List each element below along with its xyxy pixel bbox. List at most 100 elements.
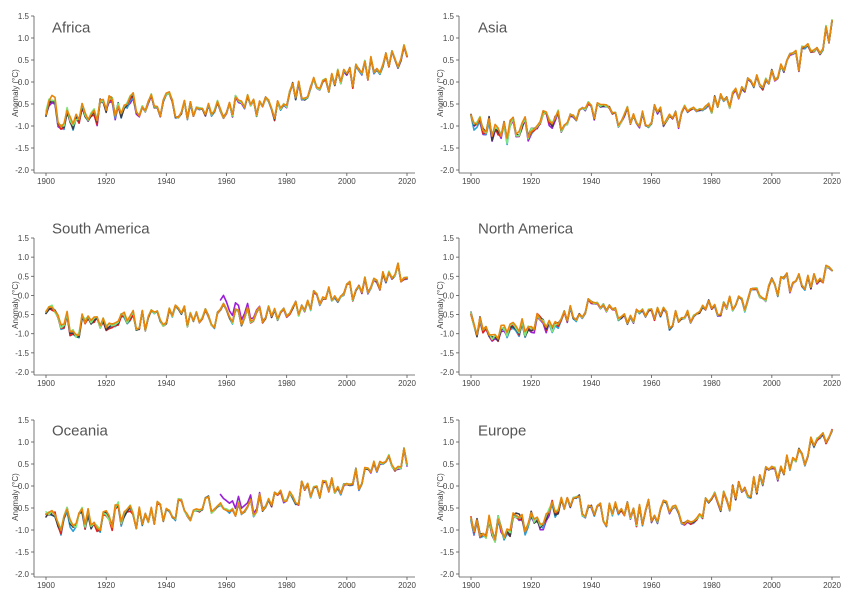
y-tick-label: 0.0 <box>443 482 455 491</box>
y-tick-label: -0.5 <box>15 311 29 320</box>
y-tick-label: 1.5 <box>443 234 455 243</box>
x-tick-label: 1960 <box>218 581 236 590</box>
x-tick-label: 1980 <box>278 379 296 388</box>
series-line-1 <box>45 448 408 536</box>
x-tick-label: 1960 <box>218 177 236 186</box>
y-axis-label: Anomaly (°C) <box>11 281 20 329</box>
y-tick-label: -2.0 <box>440 570 454 579</box>
x-tick-label: 1960 <box>218 379 236 388</box>
y-tick-label: 1.5 <box>443 416 455 425</box>
y-tick-label: -1.5 <box>440 144 454 153</box>
chart-panel-4: Oceania -2.0 -1.5 -1.0 -0.5 0.0 0.5 1.0 1.5 1900 1… <box>11 416 416 590</box>
x-tick-label: 1940 <box>582 581 600 590</box>
x-tick-label: 2020 <box>398 379 416 388</box>
y-tick-label: -1.0 <box>15 526 29 535</box>
x-tick-label: 1920 <box>522 177 540 186</box>
y-tick-label: -0.5 <box>440 311 454 320</box>
x-tick-label: 2000 <box>338 581 356 590</box>
y-axis-label: Anomaly (°C) <box>436 281 445 329</box>
y-tick-label: -0.5 <box>440 504 454 513</box>
x-tick-label: 1920 <box>97 581 115 590</box>
x-tick-label: 1900 <box>462 379 480 388</box>
y-tick-label: 1.0 <box>443 253 455 262</box>
chart-panel-0: Africa -2.0 -1.5 -1.0 -0.5 0.0 0.5 1.0 1.5 1900 19… <box>11 12 416 186</box>
x-tick-label: 1980 <box>703 177 721 186</box>
y-tick-label: 0.0 <box>443 291 455 300</box>
chart-panel-1: Asia -2.0 -1.5 -1.0 -0.5 0.0 0.5 1.0 1.5 1900 1920… <box>436 12 841 186</box>
x-tick-label: 1980 <box>703 581 721 590</box>
panel-title: North America <box>478 220 574 237</box>
y-tick-label: 0.5 <box>18 460 30 469</box>
series-line-5 <box>45 44 408 128</box>
series-line-2 <box>45 45 408 130</box>
y-tick-label: -1.0 <box>15 330 29 339</box>
y-tick-label: -0.5 <box>15 504 29 513</box>
y-tick-label: -2.0 <box>15 166 29 175</box>
y-tick-label: -1.5 <box>15 349 29 358</box>
y-tick-label: 1.5 <box>18 234 30 243</box>
series-line-5 <box>45 447 408 532</box>
x-tick-label: 1940 <box>157 177 175 186</box>
y-tick-label: -0.5 <box>15 100 29 109</box>
y-tick-label: 0.5 <box>443 272 455 281</box>
series-line-5 <box>470 429 833 541</box>
series-line-5 <box>45 262 408 337</box>
x-tick-label: 2020 <box>823 379 841 388</box>
x-tick-label: 1920 <box>97 379 115 388</box>
x-tick-label: 1920 <box>97 177 115 186</box>
y-tick-label: 1.0 <box>18 253 30 262</box>
x-tick-label: 2000 <box>763 581 781 590</box>
y-tick-label: 1.0 <box>18 438 30 447</box>
y-tick-label: -1.0 <box>15 122 29 131</box>
y-axis-label: Anomaly (°C) <box>436 69 445 117</box>
chart-panel-3: North America -2.0 -1.5 -1.0 -0.5 0.0 0.5 1.0 1.… <box>436 220 841 388</box>
y-tick-label: 1.5 <box>18 416 30 425</box>
y-tick-label: 1.5 <box>18 12 30 21</box>
x-tick-label: 2020 <box>823 177 841 186</box>
y-tick-label: -1.5 <box>440 548 454 557</box>
y-tick-label: 0.0 <box>18 482 30 491</box>
y-axis-label: Anomaly (°C) <box>436 473 445 521</box>
y-tick-label: 1.5 <box>443 12 455 21</box>
y-tick-label: 0.0 <box>443 78 455 87</box>
x-tick-label: 2000 <box>763 177 781 186</box>
y-tick-label: -1.5 <box>15 548 29 557</box>
x-tick-label: 1980 <box>278 581 296 590</box>
x-tick-label: 1940 <box>582 177 600 186</box>
y-tick-label: -1.0 <box>440 122 454 131</box>
y-tick-label: 0.5 <box>18 272 30 281</box>
series-line-1 <box>470 265 833 340</box>
x-tick-label: 1940 <box>157 379 175 388</box>
y-tick-label: -2.0 <box>15 368 29 377</box>
x-tick-label: 1940 <box>582 379 600 388</box>
panel-title: Asia <box>478 19 508 36</box>
panel-title: South America <box>52 220 150 237</box>
series-line-4 <box>470 429 833 544</box>
y-tick-label: -1.5 <box>440 349 454 358</box>
x-tick-label: 1960 <box>643 581 661 590</box>
x-tick-label: 1900 <box>462 177 480 186</box>
x-tick-label: 1920 <box>522 379 540 388</box>
y-tick-label: -2.0 <box>15 570 29 579</box>
chart-panel-2: South America -2.0 -1.5 -1.0 -0.5 0.0 0.5 1.0 1.… <box>11 220 416 388</box>
y-tick-label: -2.0 <box>440 368 454 377</box>
series-line-5 <box>470 19 833 140</box>
y-tick-label: 0.5 <box>443 56 455 65</box>
series-line-1 <box>470 430 833 543</box>
series-line-0 <box>470 430 833 543</box>
series-line-4 <box>45 447 408 531</box>
x-tick-label: 1980 <box>703 379 721 388</box>
series-line-2 <box>470 428 833 542</box>
x-tick-label: 1900 <box>37 379 55 388</box>
x-tick-label: 1920 <box>522 581 540 590</box>
y-tick-label: -1.0 <box>440 526 454 535</box>
x-tick-label: 2020 <box>398 177 416 186</box>
y-tick-label: 0.0 <box>18 291 30 300</box>
y-tick-label: -2.0 <box>440 166 454 175</box>
y-tick-label: 1.0 <box>18 34 30 43</box>
y-tick-label: 0.5 <box>443 460 455 469</box>
y-tick-label: -1.0 <box>440 330 454 339</box>
y-tick-label: 0.0 <box>18 78 30 87</box>
x-tick-label: 2000 <box>338 177 356 186</box>
